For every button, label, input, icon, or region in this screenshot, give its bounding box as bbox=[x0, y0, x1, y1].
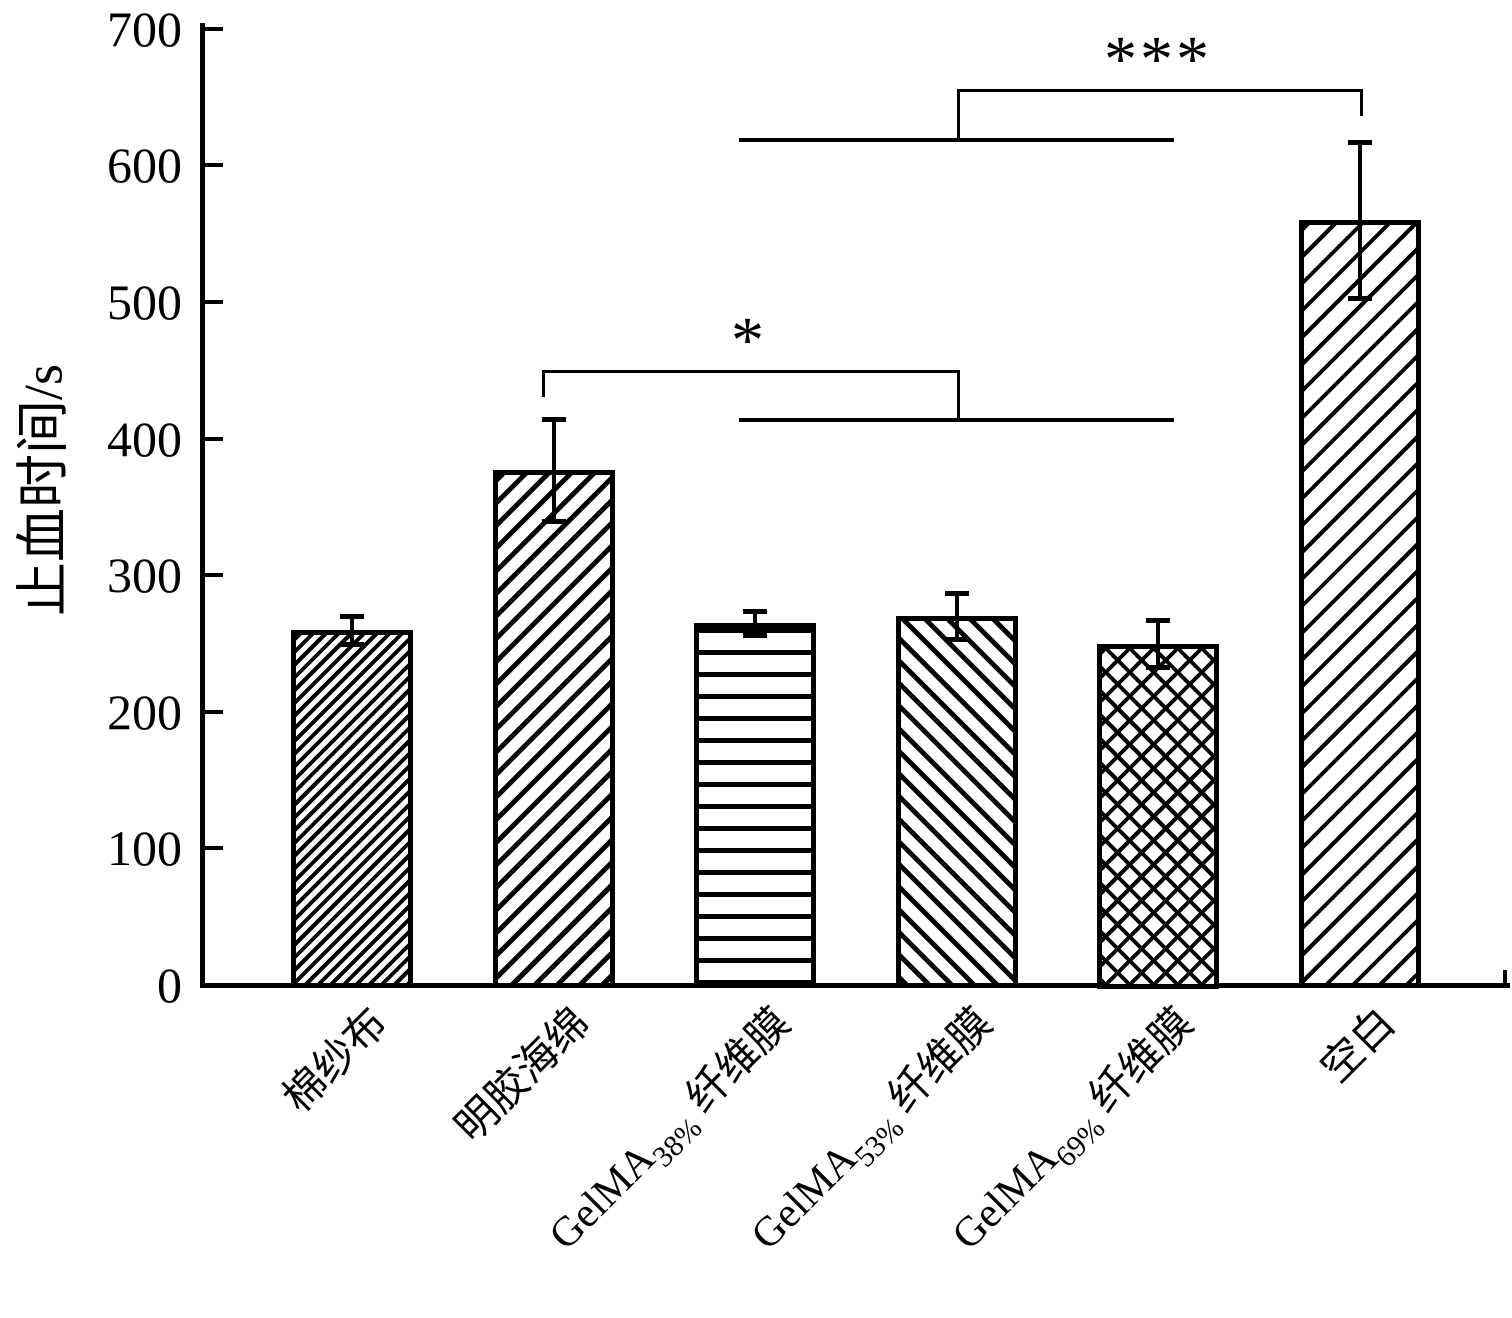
y-tick-label: 0 bbox=[157, 957, 182, 1013]
error-bar-cap bbox=[340, 614, 364, 619]
error-bar-cap bbox=[743, 633, 767, 638]
bar bbox=[694, 623, 816, 988]
y-tick-label: 100 bbox=[107, 820, 182, 876]
x-label-text: 棉纱布 bbox=[274, 1000, 397, 1122]
bar bbox=[1097, 644, 1219, 989]
y-tick-label: 600 bbox=[107, 137, 182, 193]
significance-end-tick bbox=[542, 370, 545, 397]
y-axis-line bbox=[200, 23, 205, 987]
error-bar bbox=[753, 611, 757, 636]
x-axis-label: 棉纱布 bbox=[275, 1000, 397, 1122]
bar bbox=[493, 470, 615, 988]
x-label-text: 纤维膜 bbox=[670, 1000, 800, 1130]
significance-main-line bbox=[542, 370, 960, 373]
significance-end-tick bbox=[1360, 89, 1363, 116]
error-bar-cap bbox=[542, 519, 566, 524]
error-bar-cap bbox=[1146, 665, 1170, 670]
x-label-text: 明胶海绵 bbox=[447, 1000, 599, 1152]
x-label-text: 空白 bbox=[1312, 1000, 1405, 1092]
error-bar bbox=[1156, 620, 1160, 666]
significance-connector bbox=[957, 89, 960, 141]
error-bar bbox=[350, 616, 354, 643]
bar bbox=[896, 616, 1018, 988]
y-tick-label: 700 bbox=[107, 1, 182, 57]
error-bar-cap bbox=[1146, 618, 1170, 623]
significance-stars: * bbox=[731, 304, 767, 377]
y-axis-tick bbox=[205, 437, 223, 441]
y-axis-tick bbox=[205, 573, 223, 577]
x-axis-label: 空白 bbox=[1313, 1000, 1405, 1092]
error-bar-cap bbox=[743, 609, 767, 614]
bar bbox=[291, 630, 413, 988]
significance-stars: *** bbox=[1104, 23, 1212, 96]
error-bar bbox=[552, 419, 556, 520]
x-label-text: GelMA bbox=[540, 1135, 665, 1259]
error-bar bbox=[1358, 142, 1362, 298]
error-bar-cap bbox=[1348, 140, 1372, 145]
error-bar-cap bbox=[945, 637, 969, 642]
error-bar-cap bbox=[542, 417, 566, 422]
significance-group-line bbox=[739, 418, 1174, 422]
y-axis-tick bbox=[205, 710, 223, 714]
y-axis-tick bbox=[205, 163, 223, 167]
x-axis-end-tick bbox=[1503, 970, 1507, 983]
x-axis-label: 明胶海绵 bbox=[447, 1000, 598, 1151]
y-axis-tick bbox=[205, 846, 223, 850]
significance-main-line bbox=[957, 89, 1363, 92]
y-tick-label: 300 bbox=[107, 547, 182, 603]
x-label-text: GelMA bbox=[943, 1135, 1068, 1259]
x-label-text: 纤维膜 bbox=[872, 1000, 1002, 1130]
y-axis-tick bbox=[205, 300, 223, 304]
x-label-text: 纤维膜 bbox=[1073, 1000, 1203, 1130]
y-axis-tick bbox=[205, 27, 223, 31]
bar bbox=[1299, 220, 1421, 988]
error-bar-cap bbox=[1348, 296, 1372, 301]
x-label-text: GelMA bbox=[742, 1135, 867, 1259]
error-bar bbox=[955, 593, 959, 639]
error-bar-cap bbox=[340, 642, 364, 647]
y-tick-label: 400 bbox=[107, 411, 182, 467]
y-tick-label: 500 bbox=[107, 274, 182, 330]
significance-group-line bbox=[739, 138, 1174, 142]
error-bar-cap bbox=[945, 591, 969, 596]
x-axis-line bbox=[200, 983, 1510, 988]
significance-connector bbox=[957, 370, 960, 421]
y-tick-label: 200 bbox=[107, 684, 182, 740]
